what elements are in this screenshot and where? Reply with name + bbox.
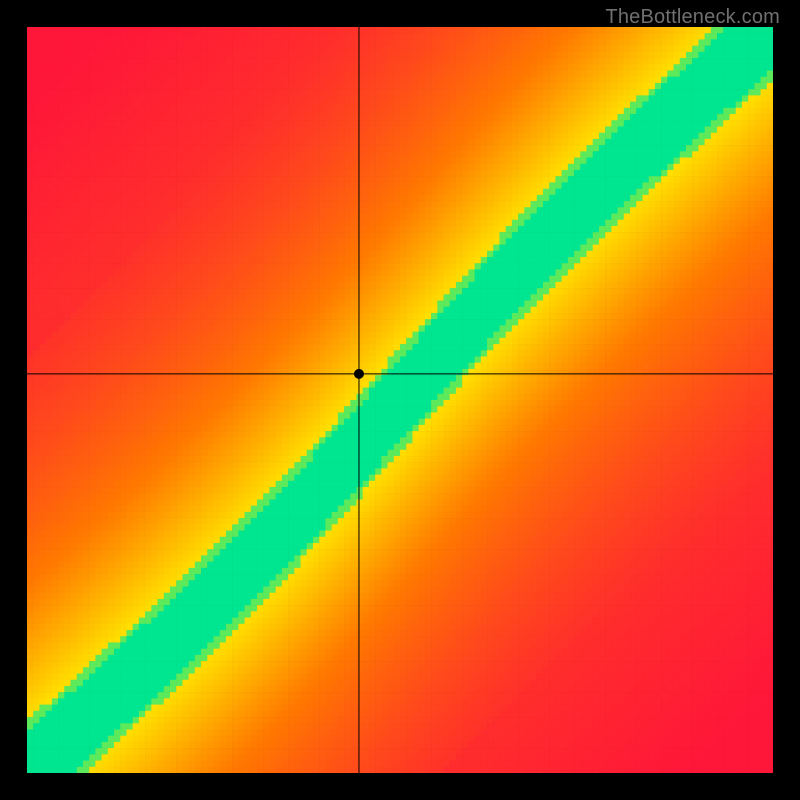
heatmap-canvas	[27, 27, 773, 773]
watermark-text: TheBottleneck.com	[605, 6, 780, 29]
chart-container: TheBottleneck.com	[0, 0, 800, 800]
plot-area	[27, 27, 773, 773]
